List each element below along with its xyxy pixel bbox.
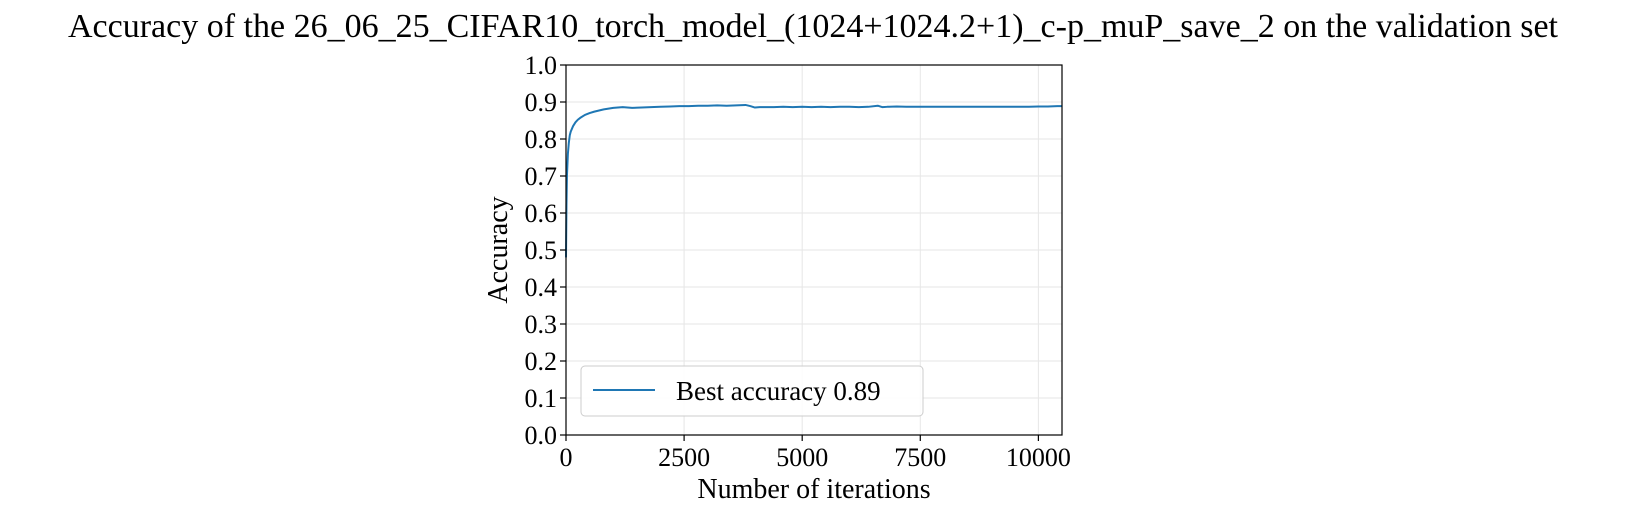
legend: Best accuracy 0.89 <box>580 365 924 417</box>
x-tick-label: 2500 <box>658 443 710 472</box>
y-tick-label: 0.3 <box>525 310 558 339</box>
x-axis-ticks: 0 2500 5000 7500 10000 <box>560 435 1071 472</box>
y-tick-label: 0.2 <box>525 347 558 376</box>
x-tick-label: 0 <box>560 443 573 472</box>
y-axis-label: Accuracy <box>483 196 514 303</box>
y-tick-label: 0.8 <box>525 125 558 154</box>
series-line <box>565 103 1062 258</box>
x-tick-label: 7500 <box>894 443 946 472</box>
y-tick-label: 0.0 <box>525 421 558 450</box>
y-axis-ticks: 0.0 0.1 0.2 0.3 0.4 0.5 0.6 0.7 0.8 0.9 1.0 <box>525 51 566 450</box>
chart-title: Accuracy of the 26_06_25_CIFAR10_torch_m… <box>68 8 1559 45</box>
series-layer <box>565 103 1062 258</box>
y-tick-label: 0.1 <box>525 384 558 413</box>
x-tick-label: 10000 <box>1006 443 1071 472</box>
legend-label: Best accuracy 0.89 <box>676 376 881 406</box>
y-tick-label: 0.4 <box>525 273 558 302</box>
x-axis-label: Number of iterations <box>697 474 930 505</box>
legend-box <box>580 365 924 417</box>
y-tick-label: 0.7 <box>525 162 558 191</box>
y-tick-label: 0.6 <box>525 199 558 228</box>
y-tick-label: 1.0 <box>525 51 558 80</box>
x-tick-label: 5000 <box>776 443 828 472</box>
y-tick-label: 0.5 <box>525 236 558 265</box>
y-tick-label: 0.9 <box>525 88 558 117</box>
